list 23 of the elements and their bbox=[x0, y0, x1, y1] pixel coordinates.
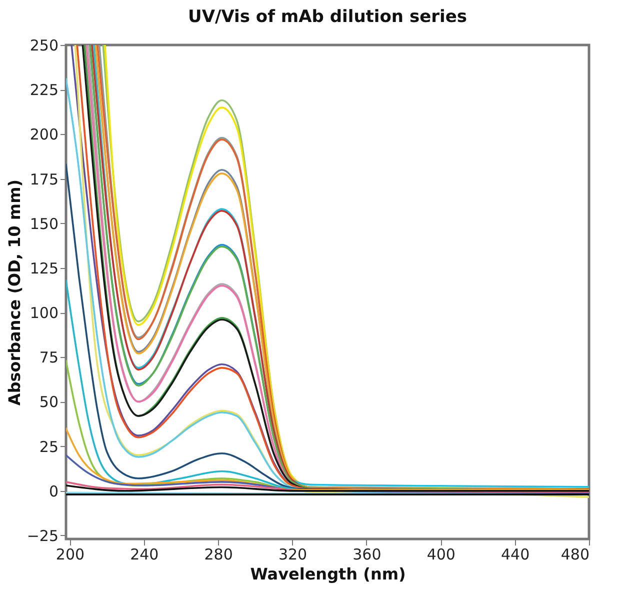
x-tick-label: 440 bbox=[500, 546, 530, 564]
y-tick-label: 25 bbox=[39, 438, 58, 456]
y-tick-label: 50 bbox=[39, 393, 58, 412]
y-tick-label: 250 bbox=[30, 36, 58, 54]
y-tick-label: 100 bbox=[30, 304, 58, 322]
x-tick-label: 400 bbox=[426, 546, 456, 564]
x-axis-title: Wavelength (nm) bbox=[250, 564, 406, 584]
y-tick-label: 0 bbox=[48, 482, 58, 500]
x-tick-label: 200 bbox=[56, 546, 85, 564]
x-tick-label: 360 bbox=[352, 546, 382, 564]
x-tick-label: 320 bbox=[278, 546, 308, 564]
y-tick-label: 150 bbox=[30, 214, 58, 233]
y-tick-label: 225 bbox=[30, 81, 58, 100]
x-tick-label: 480 bbox=[560, 546, 590, 564]
y-tick-label: 175 bbox=[30, 170, 58, 188]
y-tick-label: −25 bbox=[26, 526, 58, 545]
y-axis-title: Absorbance (OD, 10 mm) bbox=[4, 179, 24, 406]
y-tick-label: 75 bbox=[39, 348, 58, 367]
y-tick-label: 125 bbox=[30, 259, 58, 278]
x-tick-label: 240 bbox=[130, 546, 159, 564]
x-tick-label: 280 bbox=[204, 546, 233, 564]
chart-title: UV/Vis of mAb dilution series bbox=[188, 7, 467, 27]
y-tick-label: 200 bbox=[30, 126, 58, 144]
